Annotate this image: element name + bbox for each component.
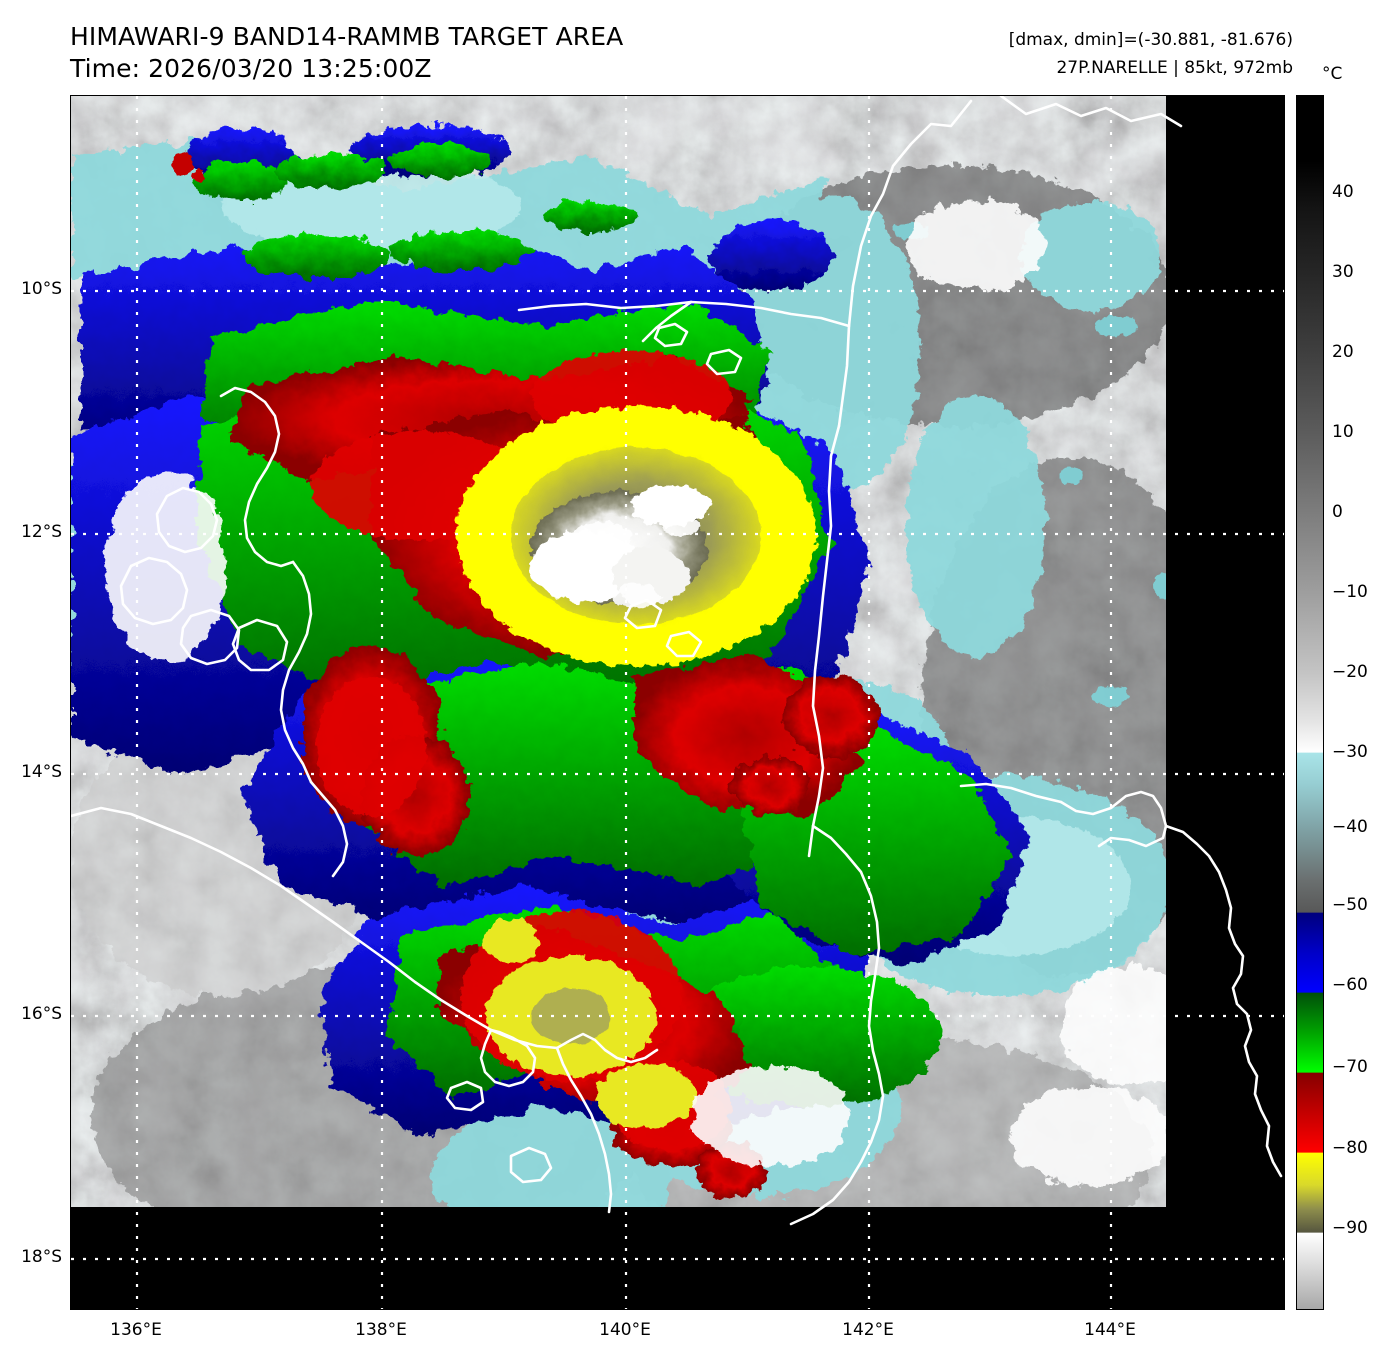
colorbar-tick-label: 20: [1332, 342, 1354, 362]
storm-info-label: 27P.NARELLE | 85kt, 972mb: [1056, 58, 1293, 78]
colorbar-tick-label: 0: [1332, 502, 1343, 522]
colorbar-tick-label: −80: [1332, 1138, 1368, 1158]
xtick-label: 136°E: [110, 1320, 162, 1340]
colorbar-tick-label: −20: [1332, 662, 1368, 682]
xtick-label: 140°E: [599, 1320, 651, 1340]
colorbar-tick-label: 30: [1332, 262, 1354, 282]
colorbar[interactable]: [1296, 95, 1324, 1310]
coastline-overlay: [71, 96, 1283, 1226]
dmax-dmin-label: [dmax, dmin]=(-30.881, -81.676): [1008, 30, 1293, 50]
colorbar-unit-label: °C: [1322, 64, 1343, 84]
page-title: HIMAWARI-9 BAND14-RAMMB TARGET AREA: [70, 22, 624, 51]
colorbar-gradient: [1297, 96, 1323, 1309]
colorbar-tick-label: −70: [1332, 1057, 1368, 1077]
ytick-label: 16°S: [21, 1004, 62, 1024]
colorbar-tick-label: −10: [1332, 582, 1368, 602]
satellite-imagery: [71, 96, 1284, 1309]
colorbar-tick-label: 10: [1332, 422, 1354, 442]
xtick-label: 142°E: [842, 1320, 894, 1340]
ytick-label: 12°S: [21, 522, 62, 542]
colorbar-tick-label: −50: [1332, 895, 1368, 915]
ytick-label: 14°S: [21, 762, 62, 782]
colorbar-tick-label: −30: [1332, 742, 1368, 762]
data-layer: [71, 96, 1166, 1207]
timestamp-label: Time: 2026/03/20 13:25:00Z: [70, 54, 432, 83]
colorbar-tick-label: −40: [1332, 817, 1368, 837]
xtick-label: 138°E: [355, 1320, 407, 1340]
satellite-map[interactable]: Copyright © 2020-2026 Dapiya: [70, 95, 1285, 1310]
ytick-label: 10°S: [21, 279, 62, 299]
colorbar-tick-label: −60: [1332, 975, 1368, 995]
xtick-label: 144°E: [1084, 1320, 1136, 1340]
ytick-label: 18°S: [21, 1247, 62, 1267]
colorbar-tick-label: −90: [1332, 1218, 1368, 1238]
colorbar-tick-label: 40: [1332, 182, 1354, 202]
